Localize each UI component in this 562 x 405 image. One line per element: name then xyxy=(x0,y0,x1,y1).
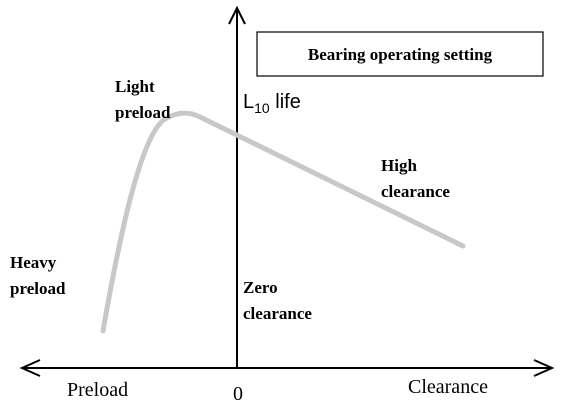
x-axis-right-label: Clearance xyxy=(408,376,488,398)
title-box xyxy=(256,31,544,77)
annotation: High clearance xyxy=(381,156,450,201)
x-axis-left-label: Preload xyxy=(67,379,128,401)
arrowhead xyxy=(533,359,555,377)
annotation-line: Heavy xyxy=(10,253,57,272)
annotation: Heavy preload xyxy=(10,253,66,298)
label-subscript: 10 xyxy=(254,100,270,116)
annotation: Zero clearance xyxy=(243,278,312,323)
y-axis-label: L10 life xyxy=(243,91,301,116)
label-main: L xyxy=(243,91,254,113)
arrowhead xyxy=(228,5,246,25)
annotation: Light preload xyxy=(115,77,171,122)
label-suffix: life xyxy=(270,91,301,113)
life-curve xyxy=(100,110,466,334)
arrowhead xyxy=(19,359,41,377)
annotation-line: preload xyxy=(115,103,171,122)
annotation-line: preload xyxy=(10,279,66,298)
annotation-line: Zero xyxy=(243,278,278,297)
title: Bearing operating setting xyxy=(308,45,493,64)
annotation-line: clearance xyxy=(381,182,450,201)
annotation-line: clearance xyxy=(243,304,312,323)
annotation-line: Light xyxy=(115,77,155,96)
x-axis-origin-label: 0 xyxy=(233,383,243,405)
annotation-line: High xyxy=(381,156,417,175)
